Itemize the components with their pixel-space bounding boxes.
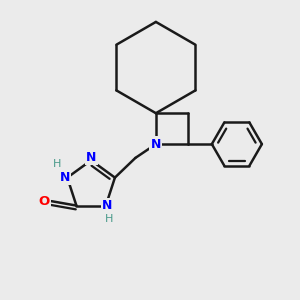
Text: H: H xyxy=(53,159,61,169)
Text: O: O xyxy=(38,195,50,208)
Text: N: N xyxy=(86,151,96,164)
Text: H: H xyxy=(105,214,113,224)
Text: N: N xyxy=(102,199,112,212)
Text: N: N xyxy=(60,171,70,184)
Text: N: N xyxy=(151,138,161,151)
